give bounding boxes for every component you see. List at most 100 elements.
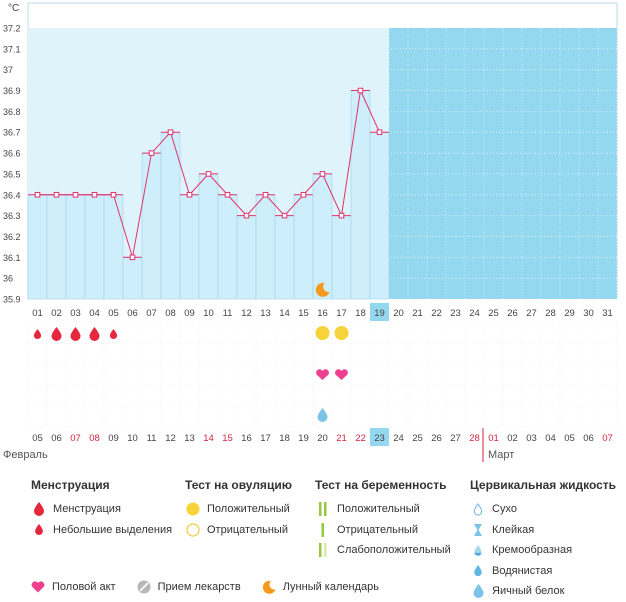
temperature-point bbox=[300, 191, 307, 198]
y-tick-label: 36.9 bbox=[3, 86, 21, 96]
temperature-points bbox=[34, 87, 383, 261]
legend-label: Небольшие выделения bbox=[53, 523, 173, 536]
legend-label: Половой акт bbox=[52, 581, 116, 593]
blood-drop-icon bbox=[89, 327, 100, 342]
y-tick-label: 36 bbox=[3, 274, 13, 284]
legend-menstruation: Менструация Менструация Небольшие выделе… bbox=[31, 478, 172, 540]
cycle-day-label: 28 bbox=[545, 308, 556, 319]
temperature-bar bbox=[46, 194, 67, 300]
cycle-day-label: 29 bbox=[564, 308, 575, 319]
temperature-point bbox=[167, 129, 174, 136]
empty-drop-icon bbox=[470, 501, 486, 517]
legend-item-egg-white: Яичный белок bbox=[470, 581, 616, 602]
cycle-day-label: 01 bbox=[32, 308, 43, 319]
legend-item-dry: Сухо bbox=[470, 499, 616, 520]
cycle-day-label: 26 bbox=[507, 308, 518, 319]
legend-item-medication: Прием лекарств bbox=[136, 579, 241, 595]
cycle-day-label: 20 bbox=[393, 308, 404, 319]
legend-pregnancy: Тест на беременность Положительный Отриц… bbox=[315, 478, 451, 561]
calendar-date: 09 bbox=[108, 433, 119, 444]
blood-drop-icon bbox=[109, 328, 118, 340]
y-tick-label: 36.4 bbox=[3, 190, 21, 200]
one-line-icon bbox=[315, 522, 331, 538]
temperature-point bbox=[357, 87, 364, 94]
cycle-day-label: 11 bbox=[223, 308, 233, 319]
calendar-date: 11 bbox=[147, 433, 157, 444]
cycle-day-label: 12 bbox=[241, 308, 252, 319]
temperature-bar bbox=[160, 131, 181, 300]
temperature-bar bbox=[27, 194, 48, 300]
calendar-date: 10 bbox=[127, 433, 138, 444]
heart-icon bbox=[335, 369, 348, 380]
legend-item-watery: Водянистая bbox=[470, 561, 616, 582]
temperature-point bbox=[148, 150, 155, 156]
legend-ovulation-title: Тест на овуляцию bbox=[185, 478, 292, 492]
cycle-day-label: 10 bbox=[203, 308, 214, 319]
calendar-date: 26 bbox=[431, 433, 442, 444]
legend-item-menstruation: Менструация bbox=[31, 499, 172, 520]
legend-item-sticky: Клейкая bbox=[470, 520, 616, 541]
temperature-bar bbox=[369, 131, 390, 300]
cycle-day-label: 02 bbox=[51, 308, 62, 319]
cycle-day-label: 16 bbox=[317, 308, 328, 319]
legend-item-moon: Лунный календарь bbox=[261, 579, 379, 595]
legend-label: Положительный bbox=[337, 503, 420, 516]
temperature-bar bbox=[122, 257, 143, 300]
temperature-point bbox=[53, 191, 60, 198]
y-tick-label: 35.9 bbox=[3, 295, 21, 305]
legend-item-intercourse: Половой акт bbox=[30, 579, 116, 595]
full-drop-icon bbox=[470, 583, 486, 599]
legend-item-pregnancy-weak: Слабоположительный bbox=[315, 540, 451, 561]
legend-other: Половой акт Прием лекарств Лунный календ… bbox=[30, 579, 399, 595]
cycle-day-label: 19 bbox=[374, 308, 385, 319]
cycle-day-label: 06 bbox=[127, 308, 138, 319]
cycle-day-label: 24 bbox=[469, 308, 480, 319]
cycle-day-label: 25 bbox=[488, 308, 499, 319]
calendar-date: 07 bbox=[602, 433, 613, 444]
legend-item-spotting: Небольшие выделения bbox=[31, 520, 172, 541]
calendar-date: 16 bbox=[241, 433, 252, 444]
y-tick-label: 36.5 bbox=[3, 169, 21, 179]
temperature-bar bbox=[65, 194, 86, 300]
temperature-point bbox=[224, 191, 231, 198]
calendar-date: 28 bbox=[469, 433, 480, 444]
cycle-day-label: 09 bbox=[184, 308, 195, 319]
calendar-date: 06 bbox=[583, 433, 594, 444]
y-tick-label: 37.1 bbox=[3, 44, 21, 54]
cervical-drop-icon bbox=[317, 408, 328, 422]
legend-label: Кремообразная bbox=[492, 544, 573, 557]
cycle-day-label: 22 bbox=[431, 308, 442, 319]
calendar-date: 02 bbox=[507, 433, 518, 444]
legend-cervical: Цервикальная жидкость Сухо Клейкая Кремо… bbox=[470, 478, 616, 602]
cycle-day-label: 18 bbox=[355, 308, 366, 319]
temperature-bar bbox=[217, 194, 238, 300]
calendar-date: 21 bbox=[336, 433, 347, 444]
y-tick-label: 36.1 bbox=[3, 253, 21, 263]
ovulation-positive-icon bbox=[315, 326, 330, 340]
calendar-date: 27 bbox=[450, 433, 461, 444]
legend-label: Сухо bbox=[492, 503, 517, 516]
cycle-day-label: 05 bbox=[108, 308, 119, 319]
calendar-date: 03 bbox=[526, 433, 537, 444]
cycle-day-label: 04 bbox=[89, 308, 100, 319]
yellow-circle-icon bbox=[185, 501, 201, 517]
legend-label: Водянистая bbox=[492, 564, 553, 577]
cycle-day-label: 30 bbox=[583, 308, 594, 319]
today-highlight bbox=[370, 428, 389, 446]
calendar-date: 17 bbox=[260, 433, 271, 444]
blood-drop-icon bbox=[31, 501, 47, 517]
cycle-day-label: 13 bbox=[260, 308, 271, 319]
temperature-point bbox=[262, 191, 269, 198]
marker-grid-area bbox=[28, 299, 617, 425]
temperature-point bbox=[91, 191, 98, 198]
y-tick-label: 37 bbox=[3, 65, 13, 75]
temperature-bar bbox=[331, 215, 352, 300]
calendar-date: 19 bbox=[298, 433, 309, 444]
legend-item-pregnancy-negative: Отрицательный bbox=[315, 520, 451, 541]
temperature-bar bbox=[350, 90, 371, 300]
two-lines-icon bbox=[315, 501, 331, 517]
legend-item-ovulation-positive: Положительный bbox=[185, 499, 292, 520]
y-tick-label: 36.6 bbox=[3, 149, 21, 159]
calendar-date: 23 bbox=[374, 433, 385, 444]
temperature-bar bbox=[179, 194, 200, 300]
